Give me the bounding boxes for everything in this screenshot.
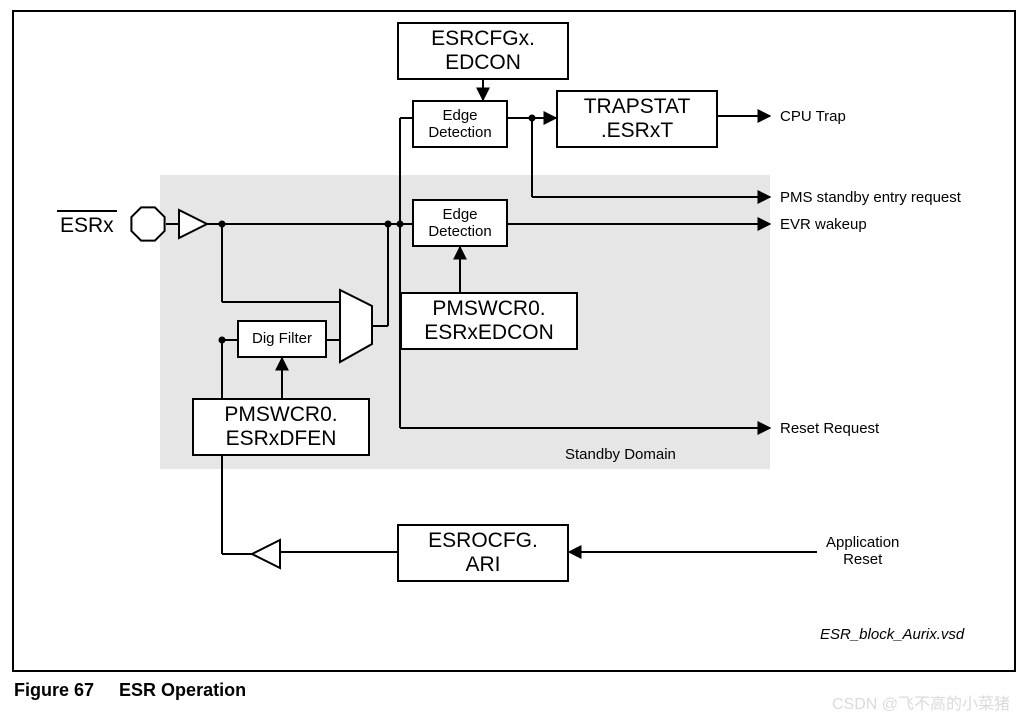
input-application-reset: Application Reset [826,534,899,569]
block-line1: ESRCFGx. [431,27,535,51]
diagram-canvas: Standby Domain ESRCFGx. EDCON Edge Detec… [0,0,1026,714]
block-edge-detection-1: Edge Detection [412,100,508,148]
input-buffer-icon [179,210,207,238]
block-esrocfg-ari: ESROCFG. ARI [397,524,569,582]
watermark-text: CSDN @飞不高的小菜猪 [832,690,1010,714]
block-line1: Edge [442,206,477,223]
block-dig-filter: Dig Filter [237,320,327,358]
block-esrcfgx-edcon: ESRCFGx. EDCON [397,22,569,80]
block-line2: ESRxEDCON [424,321,554,345]
block-trapstat-esrxt: TRAPSTAT .ESRxT [556,90,718,148]
figure-number: Figure 67 [14,680,94,700]
block-line1: ESROCFG. [428,529,538,553]
block-line2: ESRxDFEN [226,427,337,451]
app-reset-text: Application Reset [826,534,899,568]
esrx-pin-octagon [131,207,164,240]
block-line1: PMSWCR0. [224,403,337,427]
block-line1: TRAPSTAT [584,95,691,119]
block-line2: .ESRxT [601,119,673,143]
figure-caption: Figure 67 ESR Operation [14,680,246,701]
block-line2: ARI [465,553,500,577]
output-reset-request: Reset Request [780,420,879,437]
block-line1: Dig Filter [252,330,312,347]
connector-layer [0,0,1026,714]
block-edge-detection-2: Edge Detection [412,199,508,247]
output-pms-standby: PMS standby entry request [780,189,961,206]
output-buffer-icon [252,540,280,568]
block-line2: Detection [428,124,491,141]
block-line1: PMSWCR0. [432,297,545,321]
figure-title: ESR Operation [119,680,246,700]
block-line2: Detection [428,223,491,240]
block-line2: EDCON [445,51,521,75]
block-pmswcr0-esrxedcon: PMSWCR0. ESRxEDCON [400,292,578,350]
esrx-pin-label: ESRx [60,214,114,238]
output-evr-wakeup: EVR wakeup [780,216,867,233]
output-cpu-trap: CPU Trap [780,108,846,125]
mux-shape [340,290,372,362]
block-pmswcr0-esrxdfen: PMSWCR0. ESRxDFEN [192,398,370,456]
source-filename: ESR_block_Aurix.vsd [820,626,964,643]
block-line1: Edge [442,107,477,124]
